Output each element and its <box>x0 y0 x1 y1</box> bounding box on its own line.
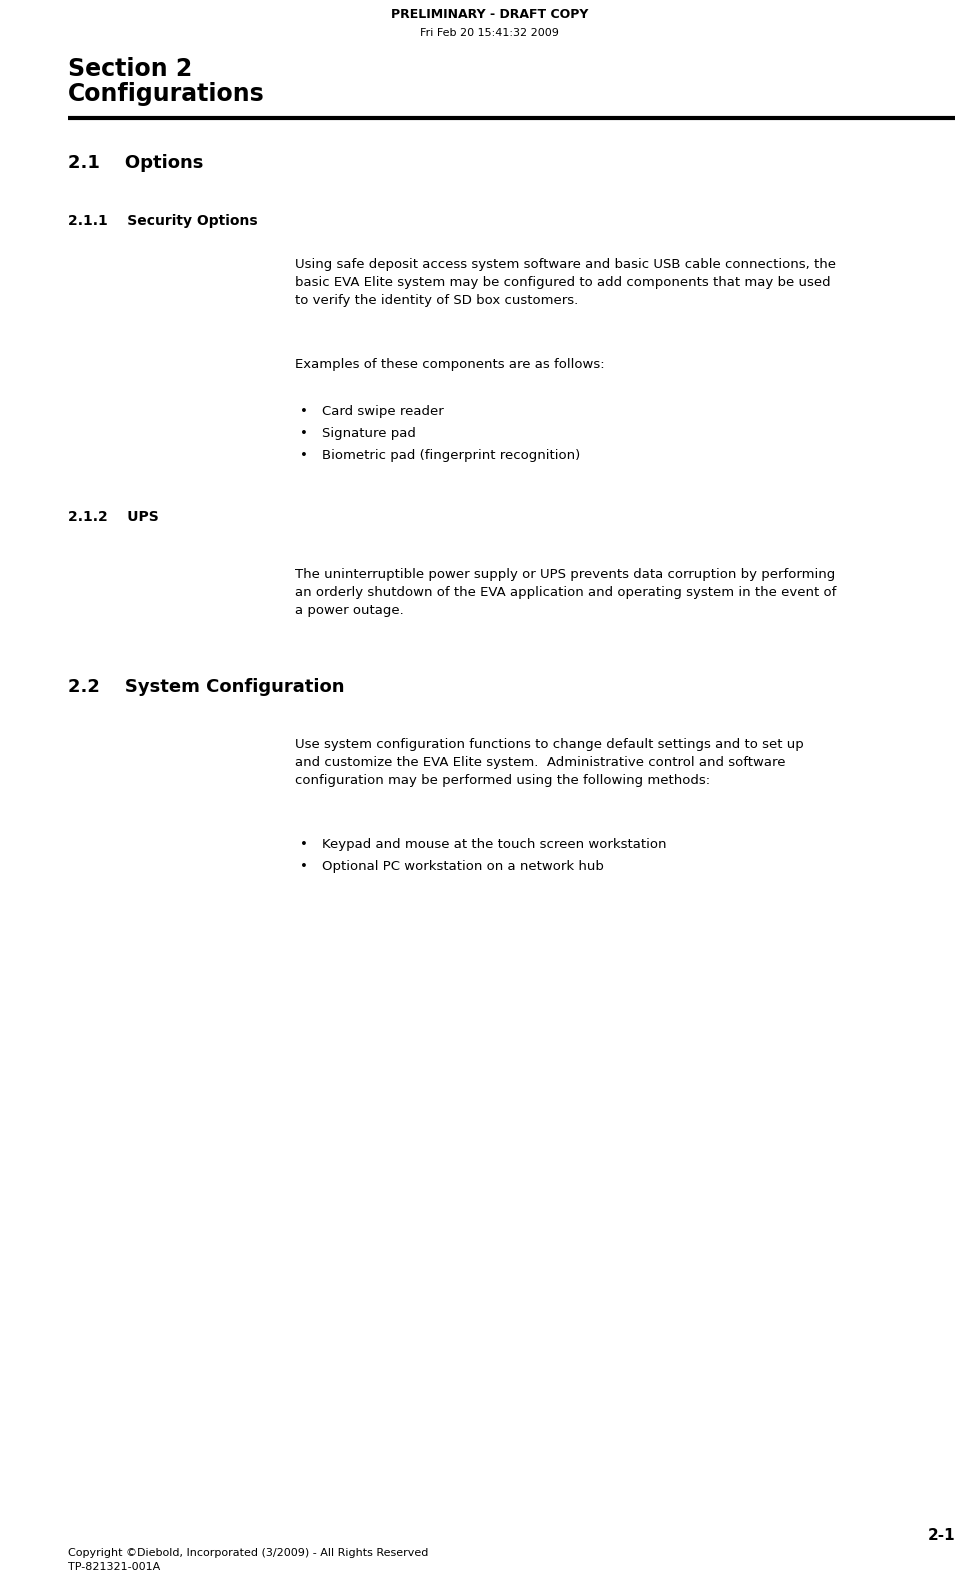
Text: Examples of these components are as follows:: Examples of these components are as foll… <box>294 358 604 371</box>
Text: •: • <box>299 450 307 462</box>
Text: 2-1: 2-1 <box>926 1528 954 1543</box>
Text: •: • <box>299 428 307 440</box>
Text: Copyright ©Diebold, Incorporated (3/2009) - All Rights Reserved: Copyright ©Diebold, Incorporated (3/2009… <box>67 1548 428 1557</box>
Text: Optional PC workstation on a network hub: Optional PC workstation on a network hub <box>322 860 603 873</box>
Text: Signature pad: Signature pad <box>322 428 416 440</box>
Text: Configurations: Configurations <box>67 82 264 106</box>
Text: 2.2    System Configuration: 2.2 System Configuration <box>67 679 344 696</box>
Text: 2.1.2    UPS: 2.1.2 UPS <box>67 510 158 524</box>
Text: Keypad and mouse at the touch screen workstation: Keypad and mouse at the touch screen wor… <box>322 838 666 851</box>
Text: Biometric pad (fingerprint recognition): Biometric pad (fingerprint recognition) <box>322 450 580 462</box>
Text: PRELIMINARY - DRAFT COPY: PRELIMINARY - DRAFT COPY <box>390 8 588 21</box>
Text: TP-821321-001A: TP-821321-001A <box>67 1562 160 1572</box>
Text: The uninterruptible power supply or UPS prevents data corruption by performing
a: The uninterruptible power supply or UPS … <box>294 568 835 617</box>
Text: Using safe deposit access system software and basic USB cable connections, the
b: Using safe deposit access system softwar… <box>294 257 835 308</box>
Text: Card swipe reader: Card swipe reader <box>322 406 443 418</box>
Text: •: • <box>299 406 307 418</box>
Text: Fri Feb 20 15:41:32 2009: Fri Feb 20 15:41:32 2009 <box>420 28 558 38</box>
Text: Use system configuration functions to change default settings and to set up
and : Use system configuration functions to ch… <box>294 739 803 787</box>
Text: 2.1    Options: 2.1 Options <box>67 155 203 172</box>
Text: 2.1.1    Security Options: 2.1.1 Security Options <box>67 215 257 227</box>
Text: •: • <box>299 860 307 873</box>
Text: •: • <box>299 838 307 851</box>
Text: Section 2: Section 2 <box>67 57 192 80</box>
